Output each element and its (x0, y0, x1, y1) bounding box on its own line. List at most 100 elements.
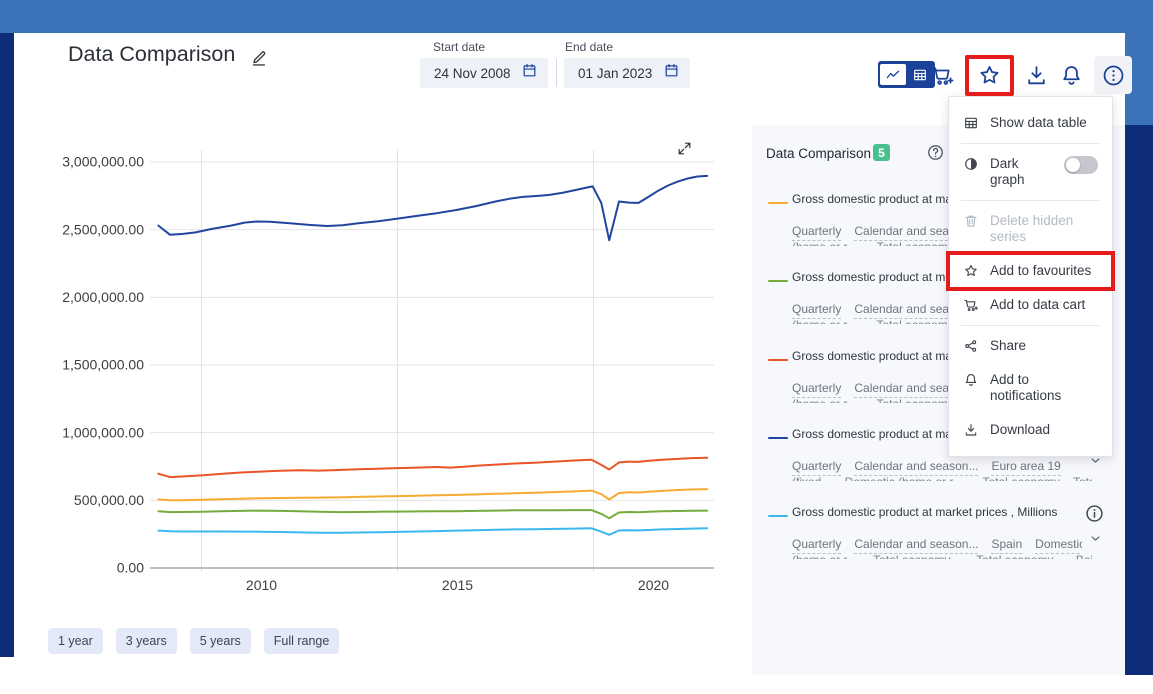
menu-item-add-to-favourites[interactable]: Add to favourites (946, 251, 1115, 291)
menu-item-label: Share (990, 338, 1027, 353)
range-button-full-range[interactable]: Full range (263, 628, 340, 654)
cart-plus-icon (930, 63, 955, 88)
series-expand-chevron[interactable] (1088, 453, 1103, 473)
range-button-3-years[interactable]: 3 years (115, 628, 177, 654)
menu-divider (961, 143, 1100, 144)
info-icon (1084, 503, 1105, 524)
end-date-input[interactable]: 01 Jan 2023 (564, 58, 690, 88)
download-icon (1024, 63, 1049, 88)
series-clipped-tags: (home or r... Total economy... (792, 316, 1092, 325)
menu-item-dark-graph[interactable]: Dark graph (949, 147, 1112, 197)
start-date-value: 24 Nov 2008 (434, 65, 511, 81)
menu-item-share[interactable]: Share (949, 329, 1112, 363)
series-dimension-tags: Quarterly Calendar and season... Euro area… (792, 457, 1082, 476)
series-row: Gross domestic product at market prices … (766, 503, 1114, 567)
page-right-background (1125, 125, 1153, 675)
notifications-button[interactable] (1059, 63, 1084, 88)
expand-icon[interactable] (676, 140, 693, 157)
chart-series-line (157, 527, 709, 536)
menu-item-label: Delete hidden series (990, 213, 1074, 244)
menu-item-label: Dark graph (990, 156, 1025, 187)
toolbar (930, 52, 1132, 98)
series-color-swatch (768, 280, 788, 283)
add-to-favourites-button[interactable] (977, 63, 1002, 88)
table-view-button[interactable] (906, 67, 933, 83)
pencil-icon[interactable] (249, 47, 269, 67)
calendar-icon[interactable] (521, 62, 538, 79)
date-separator (556, 59, 557, 87)
star-icon (963, 263, 979, 279)
menu-item-add-to-data-cart[interactable]: Add to data cart (949, 288, 1112, 322)
y-axis-tick-label: 1,500,000.00 (62, 357, 144, 373)
page-banner-background (0, 0, 1153, 33)
view-toggle[interactable] (878, 61, 935, 88)
end-date-value: 01 Jan 2023 (578, 65, 653, 81)
series-dimension-tag[interactable]: Euro area 19 (991, 459, 1061, 476)
y-axis-tick-label: 1,000,000.00 (62, 424, 144, 440)
x-axis-tick-label: 2010 (246, 577, 277, 593)
x-axis-tick-label: 2020 (638, 577, 669, 593)
series-dimension-tag[interactable]: Calendar and season... (854, 459, 979, 476)
page-left-background (0, 33, 14, 657)
share-icon (963, 338, 979, 354)
dark-graph-toggle[interactable] (1064, 156, 1098, 174)
more-options-menu: Show data table Dark graph Delete hidden s… (946, 96, 1115, 457)
trash-icon (963, 213, 979, 229)
series-dimension-tag[interactable]: Calendar and season... (854, 302, 979, 319)
table-icon[interactable] (912, 67, 928, 83)
series-dimension-tag[interactable]: Quarterly (792, 537, 842, 554)
series-expand-chevron[interactable] (1088, 531, 1103, 551)
series-dimension-tag[interactable]: Calendar and season... (854, 224, 979, 241)
series-dimension-tags: Quarterly Calendar and season... (792, 300, 1082, 319)
menu-item-show-data-table[interactable]: Show data table (949, 106, 1112, 140)
edit-title-button[interactable] (249, 47, 269, 72)
range-button-1-year[interactable]: 1 year (48, 628, 103, 654)
y-axis-tick-label: 2,500,000.00 (62, 221, 144, 237)
series-dimension-tag[interactable]: Quarterly (792, 302, 842, 319)
series-clipped-tags: (home or r... Total economy... Total eco… (792, 551, 1092, 560)
bell-icon (963, 372, 979, 388)
menu-item-label: Add to data cart (990, 297, 1086, 312)
calendar-icon[interactable] (663, 62, 680, 79)
series-dimension-tags: Quarterly Calendar and season... Spain Dome… (792, 535, 1082, 554)
series-dimension-tag[interactable]: Spain (991, 537, 1023, 554)
help-icon[interactable] (926, 143, 945, 162)
start-date-label: Start date (433, 40, 486, 54)
range-button-5-years[interactable]: 5 years (189, 628, 251, 654)
series-dimension-tag[interactable]: Calendar and season... (854, 537, 979, 554)
more-options-button[interactable] (1094, 56, 1132, 94)
expand-chart-button[interactable] (676, 140, 693, 162)
series-dimension-tag[interactable]: Calendar and season... (854, 381, 979, 398)
series-title[interactable]: Gross domestic product at market prices … (792, 505, 1058, 519)
series-dimension-tag[interactable]: Domestic (1035, 537, 1082, 554)
download-icon (963, 422, 979, 438)
series-dimension-tag[interactable]: Quarterly (792, 459, 842, 476)
download-button[interactable] (1024, 63, 1049, 88)
menu-item-download[interactable]: Download (949, 413, 1112, 447)
series-info-button[interactable] (1084, 503, 1105, 529)
series-dimension-tag[interactable]: Quarterly (792, 381, 842, 398)
series-dimension-tags: Quarterly Calendar and season... (792, 379, 1082, 398)
squiggle-icon[interactable] (884, 66, 902, 84)
toggle-knob (1066, 158, 1080, 172)
kebab-circle-icon (1101, 63, 1126, 88)
series-dimension-tag[interactable]: Quarterly (792, 224, 842, 241)
help-button[interactable] (926, 143, 945, 167)
add-to-data-cart-button[interactable] (930, 63, 955, 88)
series-clipped-tags: (home or r... Total economy... (792, 395, 1092, 404)
chart-series-line (157, 488, 709, 502)
series-color-swatch (768, 437, 788, 440)
y-axis-tick-label: 500,000.00 (74, 492, 144, 508)
page-title: Data Comparison (68, 42, 236, 66)
series-dimension-tags: Quarterly Calendar and season... (792, 222, 1082, 241)
menu-item-add-to-notifications[interactable]: Add to notifications (949, 363, 1112, 413)
y-axis-tick-label: 3,000,000.00 (62, 154, 144, 170)
series-clipped-tags: (home or r... Total economy... (792, 238, 1092, 247)
start-date-input[interactable]: 24 Nov 2008 (420, 58, 548, 88)
x-axis-tick-label: 2015 (442, 577, 473, 593)
series-color-swatch (768, 515, 788, 518)
chart-view-button[interactable] (880, 64, 906, 85)
series-clipped-tags: (fixed Domestic (home or r... Total econ… (792, 473, 1092, 482)
highlight-box (965, 54, 1014, 96)
